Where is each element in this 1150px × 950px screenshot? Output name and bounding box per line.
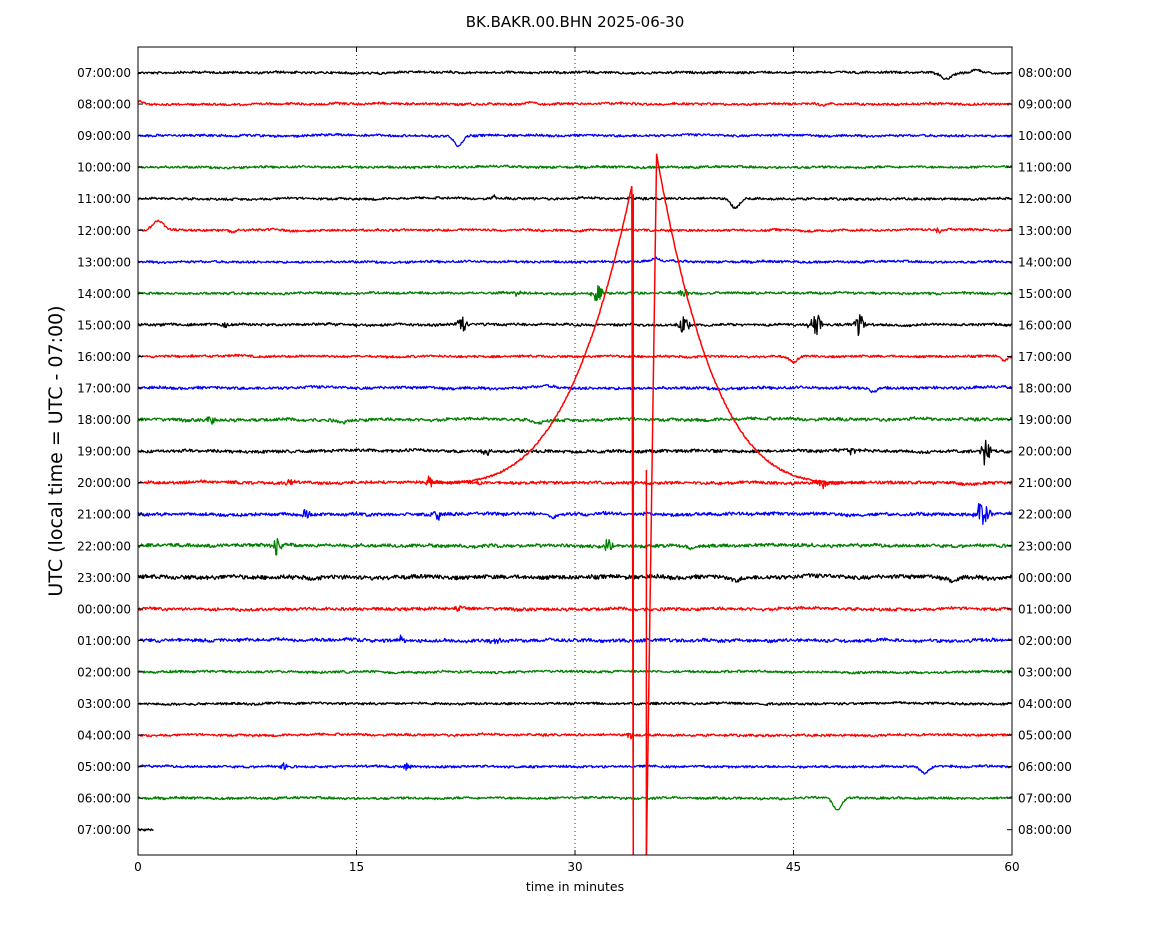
y-tick-label-left-16: 23:00:00 [77,571,131,585]
y-tick-label-right-8: 16:00:00 [1018,318,1072,332]
trace-row-11 [137,416,1012,425]
x-tick-label-1: 15 [349,860,364,874]
trace-group [137,68,1013,856]
large-event-decay [645,153,867,856]
y-tick-label-left-15: 22:00:00 [77,539,131,553]
y-tick-label-right-6: 14:00:00 [1018,255,1072,269]
y-tick-label-left-24: 07:00:00 [77,823,131,837]
x-tick-label-3: 45 [786,860,801,874]
y-tick-label-right-13: 21:00:00 [1018,476,1072,490]
x-axis-label: time in minutes [526,879,624,894]
y-tick-label-left-7: 14:00:00 [77,287,131,301]
trace-row-13 [137,475,1012,490]
y-tick-label-left-2: 09:00:00 [77,129,131,143]
y-tick-label-left-3: 10:00:00 [77,161,131,175]
y-tick-label-left-5: 12:00:00 [77,224,131,238]
y-tick-label-left-17: 00:00:00 [77,602,131,616]
trace-row-15 [137,537,1013,556]
y-tick-label-right-0: 08:00:00 [1018,66,1072,80]
y-tick-label-left-1: 08:00:00 [77,98,131,112]
trace-row-10 [137,383,1013,394]
y-tick-label-left-22: 05:00:00 [77,760,131,774]
x-tick-label-0: 0 [134,860,142,874]
trace-row-18 [137,634,1012,645]
y-tick-label-left-4: 11:00:00 [77,192,131,206]
y-tick-label-right-14: 22:00:00 [1018,508,1072,522]
trace-row-14 [137,502,1013,525]
large-event-rise [428,185,635,856]
trace-row-8 [137,314,1013,337]
x-tick-label-4: 60 [1004,860,1019,874]
trace-row-2 [137,132,1013,148]
y-tick-label-right-18: 02:00:00 [1018,634,1072,648]
chart-title: BK.BAKR.00.BHN 2025-06-30 [466,13,685,31]
y-tick-label-right-15: 23:00:00 [1018,539,1072,553]
y-tick-label-right-22: 06:00:00 [1018,760,1072,774]
y-tick-label-left-21: 04:00:00 [77,729,131,743]
y-tick-label-right-20: 04:00:00 [1018,697,1072,711]
trace-row-4 [137,194,1013,210]
y-tick-label-left-0: 07:00:00 [77,66,131,80]
trace-row-20 [137,700,1013,707]
trace-row-16 [137,573,1013,584]
y-tick-label-left-13: 20:00:00 [77,476,131,490]
y-tick-label-right-4: 12:00:00 [1018,192,1072,206]
trace-row-5 [137,219,1013,234]
y-tick-label-right-16: 00:00:00 [1018,571,1072,585]
y-tick-label-left-19: 02:00:00 [77,665,131,679]
y-tick-label-right-23: 07:00:00 [1018,792,1072,806]
x-tick-group: 0 15 30 45 60 [134,47,1020,874]
y-tick-label-left-8: 15:00:00 [77,318,131,332]
trace-row-0 [137,68,1012,81]
y-tick-label-left-6: 13:00:00 [77,255,131,269]
trace-row-12 [137,439,1013,466]
trace-row-3 [137,164,1013,170]
trace-row-17 [137,605,1012,612]
y-tick-label-left-12: 19:00:00 [77,445,131,459]
y-tick-label-right-5: 13:00:00 [1018,224,1072,238]
y-tick-label-right-11: 19:00:00 [1018,413,1072,427]
y-tick-label-left-14: 21:00:00 [77,508,131,522]
trace-row-7 [137,284,1013,302]
y-tick-label-right-9: 17:00:00 [1018,350,1072,364]
y-axis-label: UTC (local time = UTC - 07:00) [45,305,67,596]
y-tick-group: 07:00:00 08:00:00 08:00:00 09:00:00 09:00:00… [77,66,1072,837]
y-tick-label-left-9: 16:00:00 [77,350,131,364]
y-tick-label-right-24: 08:00:00 [1018,823,1072,837]
trace-row-6 [137,256,1013,265]
y-tick-label-right-21: 05:00:00 [1018,729,1072,743]
y-tick-label-right-19: 03:00:00 [1018,665,1072,679]
y-tick-label-right-2: 10:00:00 [1018,129,1072,143]
trace-row-19 [137,669,1012,675]
trace-row-22 [137,762,1012,775]
y-tick-label-left-20: 03:00:00 [77,697,131,711]
trace-row-21 [137,732,1013,740]
y-tick-label-left-10: 17:00:00 [77,382,131,396]
trace-row-1 [137,99,1012,107]
y-tick-label-right-17: 01:00:00 [1018,602,1072,616]
trace-row-23 [137,795,1013,811]
y-tick-label-right-7: 15:00:00 [1018,287,1072,301]
y-tick-label-right-12: 20:00:00 [1018,445,1072,459]
y-tick-label-right-3: 11:00:00 [1018,161,1072,175]
x-tick-label-2: 30 [567,860,582,874]
y-tick-label-left-23: 06:00:00 [77,792,131,806]
y-tick-label-left-18: 01:00:00 [77,634,131,648]
y-tick-label-right-1: 09:00:00 [1018,98,1072,112]
y-tick-label-right-10: 18:00:00 [1018,382,1072,396]
y-tick-label-left-11: 18:00:00 [77,413,131,427]
trace-row-9 [137,353,1013,364]
